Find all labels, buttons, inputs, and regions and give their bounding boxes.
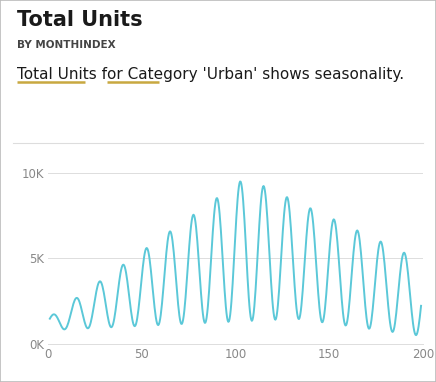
Text: Total Units for Category 'Urban' shows seasonality.: Total Units for Category 'Urban' shows s… xyxy=(17,67,405,82)
Text: Total Units: Total Units xyxy=(17,10,143,29)
Text: BY MONTHINDEX: BY MONTHINDEX xyxy=(17,40,116,50)
